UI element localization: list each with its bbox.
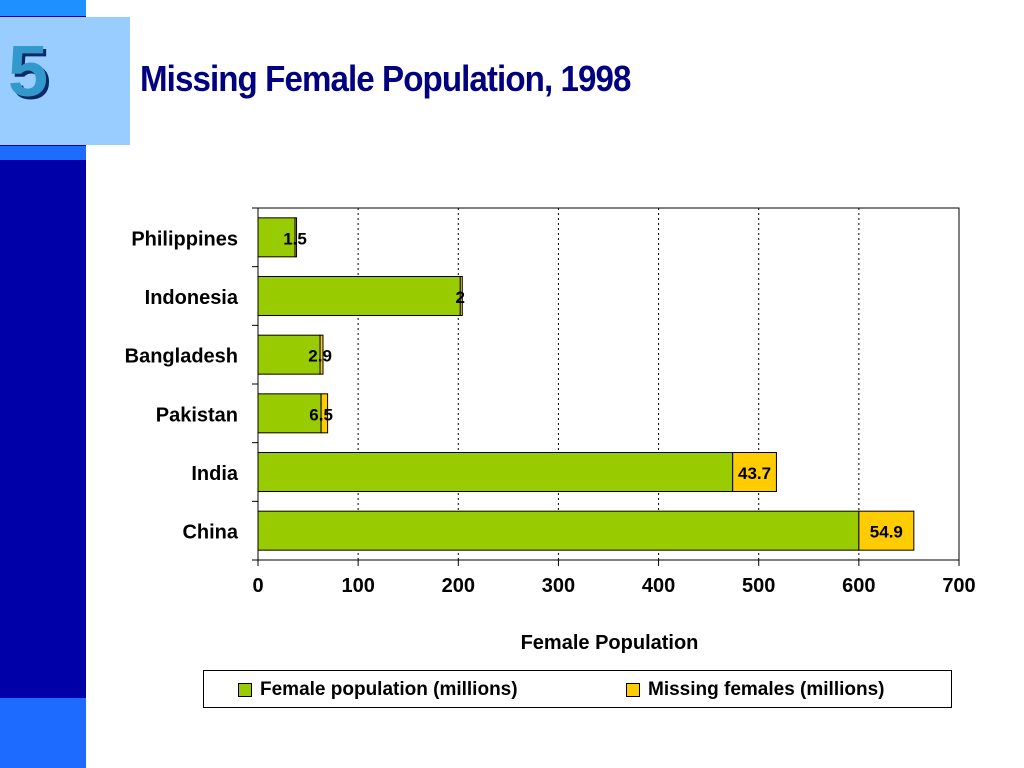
bar-female [257,452,734,492]
x-tick-label: 700 [942,575,975,597]
legend-swatch-missing [626,683,640,697]
bar-female [257,393,322,434]
plot-area-frame [257,207,960,561]
legend-item-missing: Missing females (millions) [626,679,885,701]
x-axis-title: Female Population [521,632,699,654]
bar-female [257,334,321,375]
bar-female [257,510,860,551]
sidebar-band [0,146,86,160]
bar-missing [320,393,329,434]
bar-missing [294,217,298,258]
x-tick-label: 400 [642,575,675,597]
bar-missing [858,510,915,551]
legend-item-female: Female population (millions) [238,679,518,701]
bar-missing [319,334,324,375]
legend-swatch-female [238,683,252,697]
legend-label-female: Female population (millions) [260,679,518,700]
chart-legend: Female population (millions) Missing fem… [203,670,952,708]
category-label: Indonesia [145,287,239,309]
slide-number-box [0,17,130,145]
x-tick-label: 100 [341,575,374,597]
slide-number: 5 [8,32,49,112]
category-label: Philippines [131,228,238,250]
x-tick-label: 300 [542,575,575,597]
bar-female [257,276,461,316]
x-tick-label: 500 [742,575,775,597]
data-label: 2.9 [308,347,332,366]
x-tick-label: 600 [842,575,875,597]
category-label: Bangladesh [125,346,238,368]
data-label: 1.5 [283,229,307,248]
bar-missing [459,276,463,316]
data-label: 6.5 [309,405,333,424]
x-tick-label: 0 [252,575,263,597]
slide-title: Missing Female Population, 1998 [140,58,631,99]
category-label: China [182,522,238,544]
category-label: Pakistan [156,404,238,426]
x-tick-label: 200 [442,575,475,597]
category-label: India [191,463,239,485]
data-label: 54.9 [870,523,903,542]
data-label: 2 [456,288,465,307]
legend-label-missing: Missing females (millions) [648,679,885,700]
sidebar-bottom-block [0,698,86,768]
bar-missing [732,452,777,492]
sidebar-top-strip [0,0,86,16]
data-label: 43.7 [738,464,771,483]
